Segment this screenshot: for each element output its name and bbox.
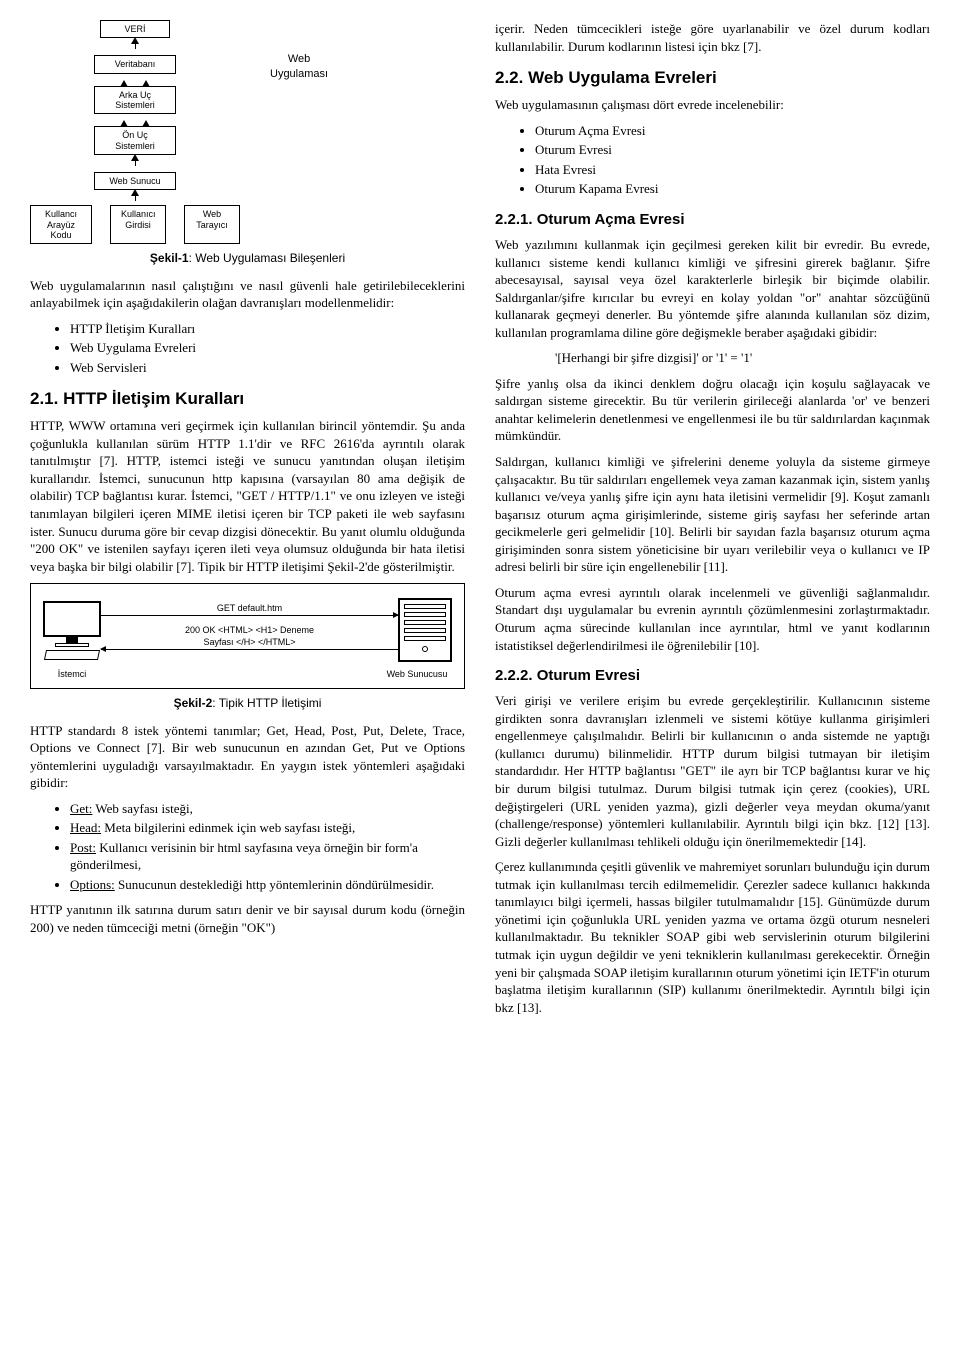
right-p4: Saldırgan, kullanıcı kimliği ve şifreler…	[495, 453, 930, 576]
figure-1-caption: Şekil-1: Web Uygulaması Bileşenleri	[30, 250, 465, 266]
fig1-box-tarayici: Web Tarayıcı	[184, 205, 240, 244]
left-p2: HTTP, WWW ortamına veri geçirmek için ku…	[30, 417, 465, 575]
right-p6: Veri girişi ve verilere erişim bu evrede…	[495, 692, 930, 850]
fig1-side-label: Web Uygulaması	[270, 52, 328, 82]
right-p0: içerir. Neden tümcecikleri isteğe göre u…	[495, 20, 930, 55]
left-list1: HTTP İletişim Kuralları Web Uygulama Evr…	[30, 320, 465, 377]
fig2-client-icon	[43, 601, 101, 660]
fig1-box-girdisi: Kullanıcı Girdisi	[110, 205, 166, 244]
left-list2: Get: Web sayfası isteği, Head: Meta bilg…	[30, 800, 465, 894]
right-p1: Web uygulamasının çalışması dört evrede …	[495, 96, 930, 114]
fig1-box-veritabani: Veritabanı	[94, 55, 176, 73]
figure-2-caption: Şekil-2: Tipik HTTP İletişimi	[30, 695, 465, 711]
figure-2: GET default.htm 200 OK <HTML> <H1> Denem…	[30, 583, 465, 689]
heading-2-2-2: 2.2.2. Oturum Evresi	[495, 666, 930, 686]
figure-1: VERİ Veritabanı Arka Uç Sistemleri Ön Uç…	[30, 20, 465, 244]
left-p1: Web uygulamalarının nasıl çalıştığını ve…	[30, 277, 465, 312]
fig1-box-arayuz: Kullancı Arayüz Kodu	[30, 205, 92, 244]
heading-2-2-1: 2.2.1. Oturum Açma Evresi	[495, 210, 930, 230]
left-p4: HTTP yanıtının ilk satırına durum satırı…	[30, 901, 465, 936]
fig2-client-label: İstemci	[43, 668, 101, 680]
fig2-request-label: GET default.htm	[101, 602, 398, 614]
right-p2: Web yazılımını kullanmak için geçilmesi …	[495, 236, 930, 341]
right-p3: Şifre yanlış olsa da ikinci denklem doğr…	[495, 375, 930, 445]
fig1-box-arkauc: Arka Uç Sistemleri	[94, 86, 176, 115]
left-p3: HTTP standardı 8 istek yöntemi tanımlar;…	[30, 722, 465, 792]
fig2-server-icon	[398, 598, 452, 662]
fig1-box-websunucu: Web Sunucu	[94, 172, 176, 190]
fig2-server-label: Web Sunucusu	[382, 668, 452, 680]
right-p7: Çerez kullanımında çeşitli güvenlik ve m…	[495, 858, 930, 1016]
fig1-box-veri: VERİ	[100, 20, 170, 38]
fig1-box-onuc: Ön Uç Sistemleri	[94, 126, 176, 155]
heading-2-1: 2.1. HTTP İletişim Kuralları	[30, 388, 465, 411]
heading-2-2: 2.2. Web Uygulama Evreleri	[495, 67, 930, 90]
right-p5: Oturum açma evresi ayrıntılı olarak ince…	[495, 584, 930, 654]
right-list1: Oturum Açma Evresi Oturum Evresi Hata Ev…	[495, 122, 930, 198]
fig2-response-label: 200 OK <HTML> <H1> Deneme Sayfası </H> <…	[101, 624, 398, 648]
right-code: '[Herhangi bir şifre dizgisi]' or '1' = …	[555, 349, 930, 367]
